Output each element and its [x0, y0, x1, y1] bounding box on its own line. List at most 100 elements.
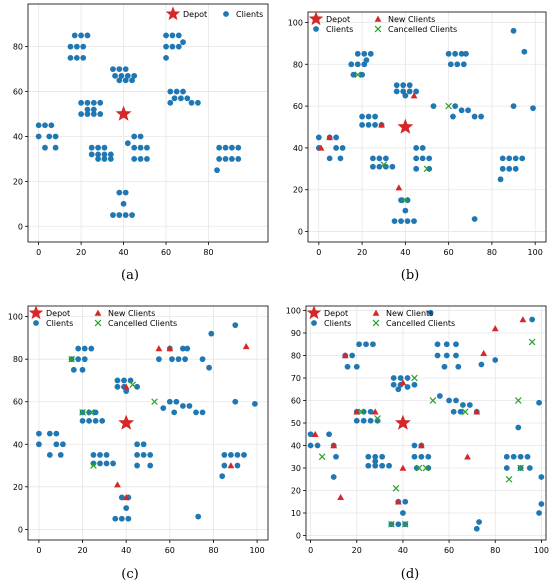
- data-point: [359, 122, 365, 128]
- data-point: [216, 144, 223, 151]
- legend-marker: [311, 320, 317, 326]
- data-point: [137, 144, 144, 151]
- x-tick-label: 40: [398, 546, 408, 555]
- data-point: [425, 453, 432, 460]
- data-point: [353, 408, 361, 415]
- x-tick-label: 60: [165, 546, 175, 555]
- series-cancelled-clients: [68, 355, 158, 469]
- data-point: [359, 71, 365, 78]
- data-point: [392, 484, 400, 492]
- data-point: [116, 66, 123, 73]
- data-point: [180, 39, 186, 46]
- legend-label: Clients: [324, 319, 351, 328]
- data-point: [353, 417, 360, 424]
- data-point: [393, 88, 400, 95]
- y-tick-label: 80: [293, 60, 303, 69]
- data-point: [354, 50, 361, 57]
- data-point: [402, 498, 409, 505]
- x-tick-label: 60: [444, 248, 454, 257]
- y-tick-label: 100: [288, 18, 303, 27]
- data-point: [173, 88, 180, 95]
- data-point: [337, 155, 344, 162]
- data-point: [419, 145, 426, 151]
- legend-marker: [28, 305, 44, 320]
- data-point: [434, 352, 441, 359]
- x-tick-label: 80: [487, 248, 497, 257]
- x-tick-label: 0: [36, 546, 41, 555]
- data-point: [341, 352, 349, 359]
- data-point: [78, 99, 84, 106]
- data-point: [234, 452, 241, 458]
- data-point: [123, 388, 130, 394]
- x-tick-label: 20: [357, 248, 367, 257]
- data-point: [147, 462, 154, 469]
- data-point: [429, 397, 437, 404]
- data-point: [52, 133, 59, 140]
- data-point: [395, 521, 402, 528]
- data-point: [163, 43, 169, 50]
- data-point: [311, 430, 319, 437]
- data-point: [457, 408, 464, 415]
- data-point: [95, 156, 101, 162]
- y-tick-label: 60: [291, 397, 301, 406]
- data-point: [222, 156, 229, 162]
- data-point: [454, 61, 461, 68]
- data-point: [339, 145, 346, 151]
- data-point: [510, 453, 517, 460]
- data-point: [326, 431, 332, 438]
- data-point: [390, 375, 397, 381]
- data-point: [517, 453, 524, 460]
- data-point: [452, 103, 459, 109]
- data-point: [169, 356, 175, 363]
- data-point: [73, 54, 80, 61]
- data-point: [411, 453, 418, 460]
- data-point: [79, 366, 86, 373]
- legend-label: New Clients: [388, 15, 435, 24]
- data-point: [529, 316, 536, 323]
- data-point: [382, 155, 389, 162]
- data-point: [354, 61, 361, 68]
- data-point: [140, 452, 147, 458]
- data-point: [97, 111, 104, 117]
- data-point: [144, 144, 150, 151]
- grid: [28, 306, 268, 540]
- x-tick-label: 80: [208, 546, 218, 555]
- data-point: [118, 494, 125, 501]
- y-tick-label: 60: [13, 398, 23, 407]
- data-point: [460, 61, 467, 68]
- series-clients: [35, 32, 242, 218]
- data-point: [399, 379, 407, 386]
- data-point: [497, 176, 504, 183]
- data-point: [536, 399, 542, 406]
- data-point: [365, 462, 372, 469]
- data-point: [307, 442, 314, 449]
- data-point: [67, 43, 74, 50]
- data-point: [123, 505, 130, 511]
- data-point: [370, 341, 376, 348]
- data-point: [411, 442, 418, 449]
- data-point: [512, 155, 519, 162]
- data-point: [411, 218, 417, 224]
- data-point: [115, 105, 132, 121]
- data-point: [426, 155, 433, 162]
- grid: [306, 306, 546, 540]
- data-point: [118, 414, 135, 430]
- data-point: [401, 520, 409, 528]
- data-point: [228, 156, 235, 162]
- y-tick-label: 60: [293, 102, 303, 111]
- data-point: [398, 197, 404, 204]
- data-point: [112, 515, 119, 522]
- x-tick-label: 60: [161, 248, 171, 257]
- data-point: [101, 144, 108, 151]
- data-point: [330, 442, 338, 449]
- data-point: [445, 102, 452, 110]
- data-point: [121, 377, 127, 384]
- data-point: [73, 43, 80, 50]
- legend-label: Depot: [324, 309, 348, 318]
- data-point: [110, 460, 116, 467]
- data-point: [466, 402, 473, 408]
- data-point: [411, 381, 418, 388]
- data-point: [386, 462, 392, 469]
